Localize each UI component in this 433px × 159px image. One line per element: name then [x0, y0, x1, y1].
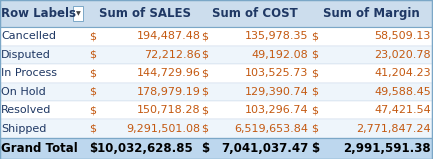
Text: $: $ [89, 87, 96, 97]
Text: 49,588.45: 49,588.45 [374, 87, 431, 97]
Text: Resolved: Resolved [1, 105, 52, 115]
Bar [0, 101, 432, 119]
Text: $: $ [89, 50, 96, 60]
Text: 58,509.13: 58,509.13 [375, 31, 431, 41]
Bar [0, 0, 432, 27]
Text: $: $ [201, 50, 208, 60]
Text: 6,519,653.84: 6,519,653.84 [235, 124, 309, 134]
Bar [0, 119, 432, 138]
Text: 129,390.74: 129,390.74 [245, 87, 309, 97]
Bar [0, 27, 432, 46]
Text: $: $ [89, 124, 96, 134]
Bar [73, 6, 83, 21]
Text: Cancelled: Cancelled [1, 31, 56, 41]
Text: Grand Total: Grand Total [1, 142, 78, 155]
Text: Row Labels: Row Labels [1, 7, 76, 20]
Text: Shipped: Shipped [1, 124, 47, 134]
Text: $: $ [311, 50, 318, 60]
Text: $: $ [201, 87, 208, 97]
Text: 9,291,501.08: 9,291,501.08 [126, 124, 201, 134]
Text: $: $ [311, 105, 318, 115]
Text: $: $ [311, 68, 318, 78]
Bar [0, 83, 432, 101]
Text: Disputed: Disputed [1, 50, 51, 60]
Text: $10,032,628.85: $10,032,628.85 [89, 142, 193, 155]
Text: 23,020.78: 23,020.78 [374, 50, 431, 60]
Bar [0, 64, 432, 83]
Text: 178,979.19: 178,979.19 [137, 87, 201, 97]
Text: 2,991,591.38: 2,991,591.38 [343, 142, 431, 155]
Text: Sum of Margin: Sum of Margin [323, 7, 420, 20]
Text: $: $ [89, 31, 96, 41]
Text: 7,041,037.47: 7,041,037.47 [221, 142, 309, 155]
Text: 49,192.08: 49,192.08 [252, 50, 309, 60]
Text: $: $ [89, 105, 96, 115]
Text: $: $ [311, 87, 318, 97]
Text: $: $ [311, 142, 319, 155]
Text: 72,212.86: 72,212.86 [144, 50, 201, 60]
Text: 135,978.35: 135,978.35 [245, 31, 309, 41]
Text: 194,487.48: 194,487.48 [137, 31, 201, 41]
Text: 103,525.73: 103,525.73 [245, 68, 309, 78]
Text: $: $ [201, 31, 208, 41]
Text: 41,204.23: 41,204.23 [374, 68, 431, 78]
Text: $: $ [89, 68, 96, 78]
Text: 47,421.54: 47,421.54 [374, 105, 431, 115]
Text: 2,771,847.24: 2,771,847.24 [356, 124, 431, 134]
Text: Sum of COST: Sum of COST [212, 7, 297, 20]
Text: 103,296.74: 103,296.74 [245, 105, 309, 115]
Text: 150,718.28: 150,718.28 [137, 105, 201, 115]
Bar [0, 46, 432, 64]
Text: In Process: In Process [1, 68, 57, 78]
Text: On Hold: On Hold [1, 87, 46, 97]
Text: 144,729.96: 144,729.96 [137, 68, 201, 78]
Text: $: $ [311, 31, 318, 41]
Text: $: $ [201, 105, 208, 115]
Text: ▼: ▼ [76, 11, 81, 16]
Text: $: $ [201, 68, 208, 78]
Bar [0, 138, 432, 159]
Text: $: $ [201, 124, 208, 134]
Text: $: $ [201, 142, 209, 155]
Text: $: $ [311, 124, 318, 134]
Text: Sum of SALES: Sum of SALES [99, 7, 191, 20]
